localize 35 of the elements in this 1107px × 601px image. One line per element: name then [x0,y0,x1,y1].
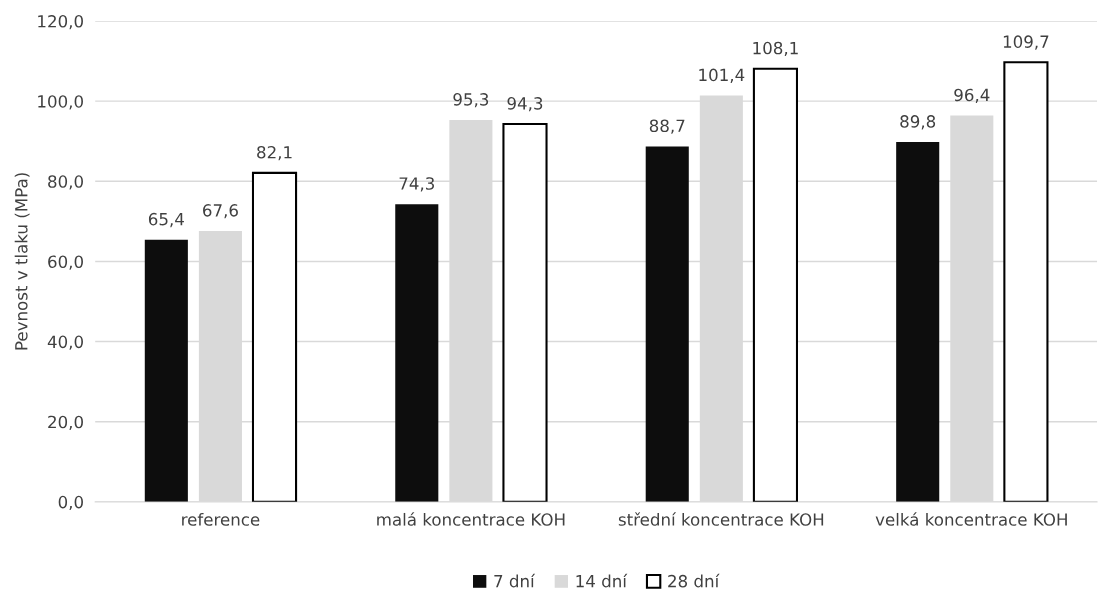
legend-label: 7 dní [494,573,536,588]
y-tick-label: 40,0 [47,335,83,350]
bar [752,67,799,502]
legend-label: 28 dní [668,573,720,588]
bar [251,171,298,502]
y-tick-label: 120,0 [38,15,83,30]
data-label: 96,4 [954,88,990,103]
y-tick-label: 60,0 [48,255,83,270]
y-tick-label: 80,0 [48,175,83,190]
bar [896,142,940,502]
data-label: 94,3 [507,97,543,112]
y-tick-label: 20,0 [48,415,83,430]
data-label: 82,1 [257,145,292,161]
x-tick-label: střední koncentrace KOH [618,512,824,526]
legend-label: 14 dní [576,573,628,588]
data-label: 108,1 [753,41,798,57]
bar [645,146,689,502]
data-label: 95,3 [453,93,489,108]
data-label: 65,4 [148,212,184,228]
bar [1003,61,1049,502]
y-axis-title: Pevnost v tlaku (MPa) [14,173,30,350]
x-tick-label: reference [182,512,260,526]
bar [395,204,439,502]
data-label: 89,8 [900,115,936,130]
data-label: 67,6 [203,204,238,219]
y-tick-label: 100,0 [38,95,83,110]
x-tick-label: velká koncentrace KOH [875,512,1067,526]
bar [144,239,188,502]
data-label: 74,3 [399,177,435,192]
data-label: 109,7 [1003,35,1049,50]
data-label: 88,7 [649,119,685,134]
bar [502,122,548,502]
x-tick-label: malá koncentrace KOH [377,512,565,526]
data-label: 101,4 [699,68,745,83]
y-tick-label: 0,0 [58,495,83,511]
